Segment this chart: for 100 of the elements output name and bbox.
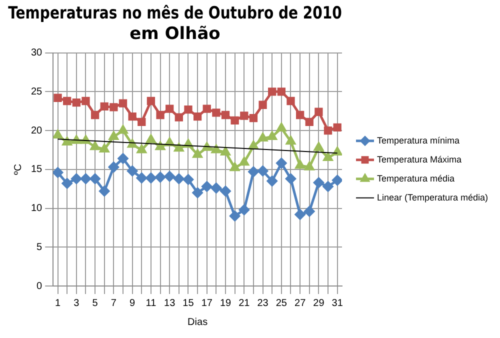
x-tick-label: 7 [110,298,117,309]
point [53,167,64,178]
x-axis-title: Dias [188,316,208,328]
point [239,157,249,166]
point [276,158,287,168]
point [118,99,128,108]
legend-label: Temperatura mínima [377,135,460,146]
point [258,100,267,109]
point [286,173,296,184]
y-tick-label: 30 [31,48,43,59]
point [212,108,220,117]
legend-label: Temperatura média [377,173,455,184]
point [192,187,203,198]
point [164,171,175,182]
point [314,108,323,116]
point [136,144,146,154]
x-tick-label: 27 [294,298,306,309]
point [295,160,305,169]
point [324,126,332,135]
y-tick-label: 0 [36,280,43,292]
point [314,142,324,151]
point [53,130,62,138]
point [166,104,174,113]
point [54,94,62,102]
point [304,162,314,170]
point [267,132,277,140]
point [72,98,80,107]
point [90,173,100,184]
point [193,112,202,121]
point [220,147,230,156]
point [100,102,108,111]
point [323,152,333,161]
point [332,175,342,186]
legend-label: Temperatura Máxima [377,154,462,164]
point [277,88,286,96]
point [322,181,334,192]
point [136,172,147,184]
point [221,110,230,120]
point [108,132,118,140]
point [202,181,212,192]
point [127,166,138,176]
point [230,210,240,222]
x-tick-label: 3 [74,298,80,309]
point [146,134,156,144]
x-tick-label: 1 [55,298,61,309]
point [220,186,231,196]
point [296,110,304,120]
x-tick-label: 17 [201,298,213,309]
y-tick-label: 10 [31,203,43,214]
point [210,182,222,194]
point [156,110,164,120]
x-tick-label: 19 [220,298,232,309]
point [182,174,194,185]
point [118,153,128,164]
point [174,173,184,184]
point [211,144,221,154]
point [118,125,128,134]
point [305,118,314,126]
x-tick-label: 5 [92,298,98,309]
legend-label: Linear (Temperatura média) [377,192,488,202]
point [268,88,276,96]
point [276,122,286,132]
y-axis-title: ºC [12,164,24,175]
point [184,105,192,114]
point [313,177,324,188]
x-tick-label: 31 [332,298,344,309]
x-tick-label: 9 [130,298,136,309]
y-tick-label: 15 [31,164,43,176]
point [174,143,184,152]
point [156,142,165,150]
point [240,112,248,120]
x-tick-label: 15 [182,298,194,309]
point [174,113,184,122]
point [294,209,306,220]
point [100,144,110,152]
chart-title: Temperaturas no mês de Outubro de 2010 em Olhão [8,3,342,44]
point [286,136,296,145]
point [82,96,90,106]
point [128,112,136,121]
point [304,206,315,217]
y-tick-label: 20 [31,125,43,136]
point [155,172,166,182]
point [90,142,100,150]
point [238,204,250,216]
point [258,166,268,176]
point [230,162,240,172]
point [90,110,100,120]
point [248,166,259,177]
x-tick-label: 29 [313,298,325,309]
point [110,103,118,112]
point [146,96,156,106]
x-tick-label: 21 [238,298,250,309]
point [63,96,72,106]
point [71,173,82,184]
point [202,104,211,113]
point [258,133,268,142]
point [286,96,295,106]
point [99,186,110,196]
point [248,140,258,150]
point [192,149,202,158]
